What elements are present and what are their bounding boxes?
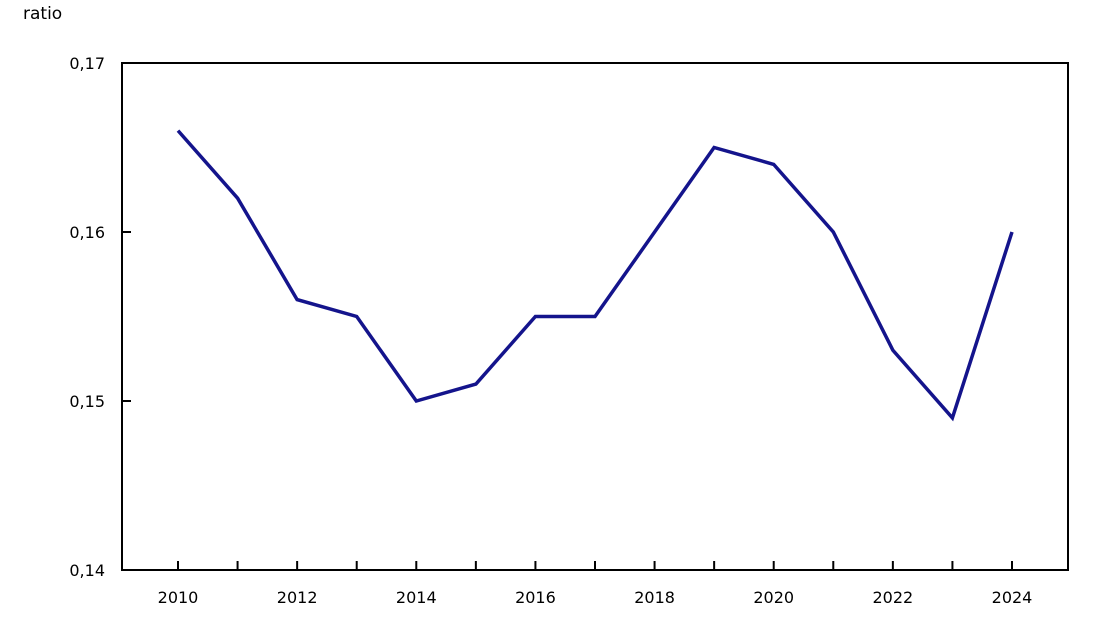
x-axis-tick-label: 2024 (992, 588, 1033, 607)
x-axis-tick-label: 2016 (515, 588, 556, 607)
y-axis-tick-label: 0,14 (69, 561, 105, 580)
x-axis-tick-label: 2012 (277, 588, 318, 607)
y-axis-tick-label: 0,17 (69, 54, 105, 73)
plot-frame (121, 62, 1069, 571)
x-axis-tick-label: 2020 (753, 588, 794, 607)
x-axis-tick-label: 2018 (634, 588, 675, 607)
x-axis-tick-label: 2010 (158, 588, 199, 607)
x-axis-tick-label: 2022 (872, 588, 913, 607)
y-axis-unit-label: ratio (23, 4, 63, 24)
data-line-ratio (176, 129, 1014, 422)
x-axis-tick-label: 2014 (396, 588, 437, 607)
y-axis-tick-label: 0,16 (69, 223, 105, 242)
y-axis-tick-label: 0,15 (69, 392, 105, 411)
